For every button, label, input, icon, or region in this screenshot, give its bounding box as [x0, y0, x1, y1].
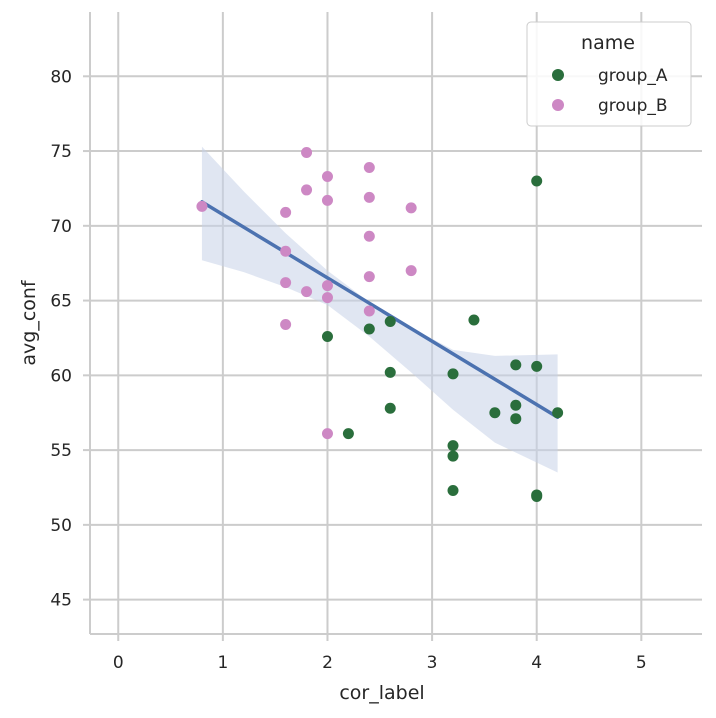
y-tick-label: 80	[50, 67, 72, 87]
point-group-b	[280, 206, 292, 218]
point-group-b	[363, 271, 375, 283]
point-group-a	[447, 484, 459, 496]
y-tick-label: 60	[50, 366, 72, 386]
point-group-a	[363, 323, 375, 335]
point-group-b	[321, 428, 333, 440]
point-group-b	[196, 200, 208, 212]
regression-line-layer	[200, 200, 560, 419]
x-tick-label: 0	[113, 653, 124, 673]
point-group-b	[363, 191, 375, 203]
point-group-a	[552, 407, 564, 419]
legend-marker-group-b	[552, 99, 564, 111]
point-group-b	[301, 286, 313, 298]
x-tick-label: 4	[531, 653, 542, 673]
point-group-b	[321, 292, 333, 304]
point-group-a	[510, 359, 522, 371]
legend-label-group-a: group_A	[598, 66, 668, 86]
x-tick-label: 1	[217, 653, 228, 673]
point-group-b	[301, 147, 313, 159]
x-axis-label: cor_label	[339, 682, 424, 704]
axes-spines	[89, 12, 702, 635]
point-group-a	[384, 316, 396, 328]
x-tick-label: 2	[322, 653, 333, 673]
x-tick-label: 5	[636, 653, 647, 673]
y-tick-label: 65	[50, 292, 72, 312]
y-tick-label: 55	[50, 441, 72, 461]
point-group-a	[447, 440, 459, 452]
scatter-points	[196, 147, 564, 502]
point-group-b	[280, 318, 292, 330]
point-group-b	[280, 277, 292, 289]
point-group-b	[363, 305, 375, 317]
y-tick-label: 70	[50, 217, 72, 237]
point-group-b	[405, 202, 417, 214]
point-group-b	[280, 245, 292, 257]
legend-box	[526, 21, 692, 127]
point-group-a	[510, 399, 522, 411]
regression-line	[200, 200, 560, 419]
point-group-a	[531, 360, 543, 372]
y-tick-label: 75	[50, 142, 72, 162]
legend: name group_A group_B	[526, 21, 692, 127]
legend-title: name	[581, 32, 635, 54]
point-group-a	[384, 366, 396, 378]
point-group-b	[321, 170, 333, 182]
point-group-a	[384, 402, 396, 414]
point-group-a	[531, 175, 543, 187]
point-group-a	[531, 490, 543, 502]
point-group-a	[468, 314, 480, 326]
point-group-b	[363, 162, 375, 173]
point-group-a	[342, 428, 354, 440]
point-group-a	[510, 413, 522, 425]
point-group-b	[405, 265, 417, 277]
point-group-b	[363, 230, 375, 242]
point-group-a	[321, 330, 333, 342]
point-group-b	[321, 194, 333, 206]
point-group-a	[447, 450, 459, 462]
x-tick-label: 3	[427, 653, 438, 673]
legend-marker-group-a	[552, 69, 564, 81]
legend-label-group-b: group_B	[598, 96, 668, 116]
point-group-a	[489, 407, 501, 419]
y-tick-label: 50	[50, 516, 72, 536]
point-group-b	[301, 184, 313, 196]
y-axis-label: avg_conf	[18, 279, 40, 366]
point-group-b	[321, 280, 333, 292]
y-tick-label: 45	[50, 591, 72, 611]
point-group-a	[447, 368, 459, 380]
